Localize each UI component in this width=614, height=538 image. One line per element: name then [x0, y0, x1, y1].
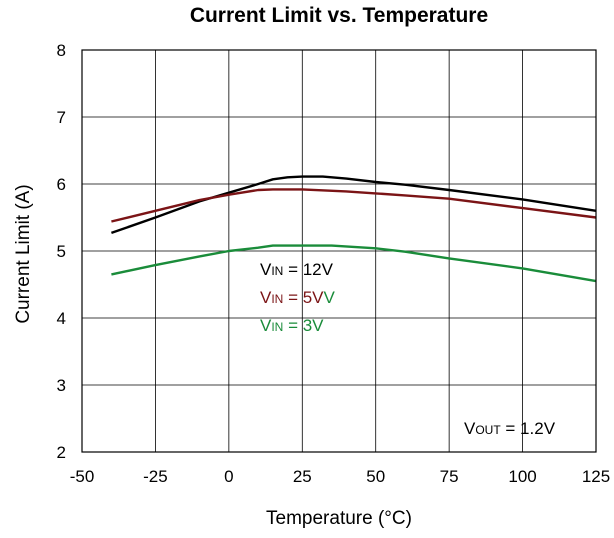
annotation-vin-3v-value: = 3V [283, 316, 324, 335]
annotation-vin-5v-extra: V [323, 288, 335, 307]
series-line-2 [111, 188, 597, 223]
y-tick-label: 4 [57, 309, 66, 328]
annotation-vout-value: = 1.2V [500, 419, 556, 438]
x-tick-label: -25 [143, 467, 168, 486]
annotation-vin-12v-value: = 12V [283, 260, 333, 279]
annotation-vin-12v-sub: IN [271, 264, 284, 278]
grid-layer [81, 49, 597, 453]
annotation-vin-12v: VIN = 12V [260, 260, 333, 280]
annotation-vin-5v-v: V [260, 288, 272, 307]
plot-frame [81, 49, 597, 453]
annotation-vin-5v: VIN = 5VV [260, 288, 335, 308]
series-line-3 [111, 244, 597, 283]
annotation-vout: VOUT = 1.2V [464, 419, 555, 439]
annotation-vin-3v-sub: IN [271, 320, 284, 334]
x-tick-label: 100 [508, 467, 536, 486]
x-axis-label: Temperature (°C) [266, 508, 412, 529]
y-tick-label: 3 [57, 376, 66, 395]
y-tick-label: 7 [57, 108, 66, 127]
annotation-vin-3v-v: V [260, 316, 272, 335]
annotation-vin-5v-value: = 5V [283, 288, 324, 307]
y-tick-label: 6 [57, 175, 66, 194]
y-tick-label: 8 [57, 41, 66, 60]
annotation-vin-3v: VIN = 3V [260, 316, 324, 336]
annotation-vin-5v-sub: IN [271, 292, 284, 306]
x-tick-label: 75 [440, 467, 459, 486]
x-tick-label: 25 [293, 467, 312, 486]
chart-title: Current Limit vs. Temperature [189, 4, 489, 27]
x-tick-label: -50 [70, 467, 95, 486]
y-tick-label: 2 [57, 443, 66, 462]
annotation-vin-12v-v: V [260, 260, 272, 279]
tick-labels: -50 -25 0 25 50 75 100 125 2 3 4 5 6 7 8 [57, 41, 611, 486]
annotation-vout-v: V [464, 419, 476, 438]
annotation-vout-sub: OUT [475, 423, 501, 437]
x-tick-label: 125 [582, 467, 610, 486]
x-tick-label: 50 [366, 467, 385, 486]
y-axis-label: Current Limit (A) [13, 184, 34, 324]
y-tick-label: 5 [57, 242, 66, 261]
series-lines [111, 175, 597, 283]
x-tick-label: 0 [224, 467, 233, 486]
